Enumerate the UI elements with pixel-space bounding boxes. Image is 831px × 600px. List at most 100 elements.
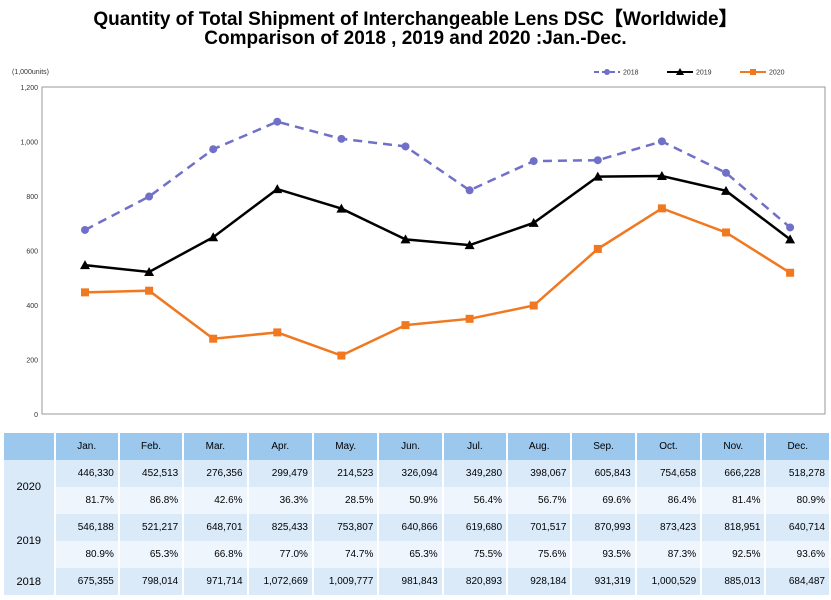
percent-cell: 65.3% xyxy=(119,541,183,568)
data-point-2019 xyxy=(721,185,731,195)
value-cell: 640,866 xyxy=(379,514,442,541)
data-point-2019 xyxy=(785,234,796,244)
table-row: 2019 546,188 521,217 648,701 825,433 753,807 6… xyxy=(4,514,829,568)
value-cell: 928,184 xyxy=(508,568,571,595)
data-point-2020 xyxy=(786,268,795,277)
percent-cell: 28.5% xyxy=(313,487,378,514)
data-point-2018 xyxy=(273,117,282,126)
chart-title: Quantity of Total Shipment of Interchang… xyxy=(93,9,738,30)
value-cell: 276,356 xyxy=(184,460,247,487)
value-cell: 521,217 xyxy=(119,514,183,541)
legend-label-2019: 2019 xyxy=(696,70,712,77)
year-label: 2020 xyxy=(4,460,54,514)
percent-cell: 81.4% xyxy=(702,487,765,514)
table-row: 2018 675,355 798,014 971,714 1,072,669 1,009,… xyxy=(4,568,829,595)
column-header: Jan. xyxy=(55,433,118,460)
value-cell: 825,433 xyxy=(248,514,312,541)
data-point-2019 xyxy=(208,232,219,242)
percent-cell: 80.9% xyxy=(766,487,829,514)
data-point-2018 xyxy=(657,137,666,146)
value-cell: 754,658 xyxy=(636,460,701,487)
value-cell: 753,807 xyxy=(313,514,378,541)
value-cell: 820,893 xyxy=(443,568,507,595)
value-cell: 666,228 xyxy=(702,460,765,487)
value-cell: 885,013 xyxy=(702,568,765,595)
data-point-2018 xyxy=(145,192,154,201)
data-point-2019 xyxy=(80,260,90,270)
y-tick-label: 800 xyxy=(26,194,38,201)
data-point-2020 xyxy=(529,301,538,310)
value-cell: 971,714 xyxy=(184,568,247,595)
percent-cell: 74.7% xyxy=(313,541,378,568)
value-cell: 675,355 xyxy=(55,568,118,595)
data-point-2018 xyxy=(337,134,346,143)
percent-cell: 42.6% xyxy=(184,487,247,514)
data-point-2018 xyxy=(529,157,538,166)
percent-cell: 66.8% xyxy=(184,541,247,568)
value-cell: 981,843 xyxy=(379,568,442,595)
column-header: Apr. xyxy=(248,433,312,460)
data-point-2019 xyxy=(144,266,155,276)
value-cell: 873,423 xyxy=(636,514,701,541)
value-cell: 931,319 xyxy=(572,568,635,595)
percent-cell: 93.5% xyxy=(572,541,635,568)
column-header: Aug. xyxy=(508,433,571,460)
value-cell: 870,993 xyxy=(572,514,635,541)
percent-cell: 86.4% xyxy=(636,487,701,514)
value-cell: 1,000,529 xyxy=(636,568,701,595)
value-cell: 446,330 xyxy=(55,460,118,487)
table-row-percent: 80.9% 65.3% 66.8% 77.0% 74.7% 65.3% 75.5% 75.6%… xyxy=(4,541,829,568)
value-cell: 1,072,669 xyxy=(248,568,312,595)
legend-marker xyxy=(676,68,684,75)
percent-cell: 87.3% xyxy=(636,541,701,568)
y-tick-label: 1,000 xyxy=(20,140,38,147)
value-cell: 1,009,777 xyxy=(313,568,378,595)
data-point-2019 xyxy=(464,240,475,250)
percent-cell: 36.3% xyxy=(248,487,312,514)
value-cell: 518,278 xyxy=(766,460,829,487)
data-point-2019 xyxy=(400,234,411,244)
column-header: Dec. xyxy=(766,433,829,460)
column-header: Jun. xyxy=(379,433,442,460)
data-point-2020 xyxy=(273,328,282,337)
data-point-2019 xyxy=(272,184,283,194)
year-label: 2019 xyxy=(4,514,54,568)
data-point-2020 xyxy=(657,204,666,213)
y-tick-label: 600 xyxy=(26,249,38,256)
percent-cell: 65.3% xyxy=(379,541,442,568)
value-cell: 326,094 xyxy=(379,460,442,487)
legend-marker xyxy=(750,69,756,75)
percent-cell: 50.9% xyxy=(379,487,442,514)
percent-cell: 56.4% xyxy=(443,487,507,514)
year-label: 2018 xyxy=(4,568,54,595)
value-cell: 818,951 xyxy=(702,514,765,541)
percent-cell: 69.6% xyxy=(572,487,635,514)
column-header: Nov. xyxy=(702,433,765,460)
data-table: Jan. Feb. Mar. Apr. May. Jun. Jul. Aug. Sep. Oct.… xyxy=(2,433,831,595)
value-cell: 640,714 xyxy=(766,514,829,541)
data-point-2019 xyxy=(656,170,667,180)
data-point-2018 xyxy=(722,168,730,177)
y-tick-label: 200 xyxy=(26,358,38,365)
column-header: Jul. xyxy=(443,433,507,460)
value-cell: 546,188 xyxy=(55,514,118,541)
data-point-2020 xyxy=(593,244,602,253)
value-cell: 701,517 xyxy=(508,514,571,541)
value-cell: 452,513 xyxy=(119,460,183,487)
table-corner xyxy=(4,433,54,460)
data-point-2018 xyxy=(401,142,410,151)
data-point-2018 xyxy=(209,145,218,154)
value-cell: 214,523 xyxy=(313,460,378,487)
column-header: May. xyxy=(313,433,378,460)
percent-cell: 80.9% xyxy=(55,541,118,568)
y-axis-unit-label: (1,000units) xyxy=(12,69,49,76)
data-point-2018 xyxy=(593,156,602,165)
data-point-2019 xyxy=(528,217,539,227)
data-point-2020 xyxy=(465,314,474,323)
data-point-2020 xyxy=(209,334,218,343)
chart-subtitle: Comparison of 2018 , 2019 and 2020 :Jan.… xyxy=(204,28,627,49)
column-header: Feb. xyxy=(119,433,183,460)
percent-cell: 75.5% xyxy=(443,541,507,568)
data-point-2020 xyxy=(81,288,89,297)
legend-label-2020: 2020 xyxy=(769,70,785,77)
